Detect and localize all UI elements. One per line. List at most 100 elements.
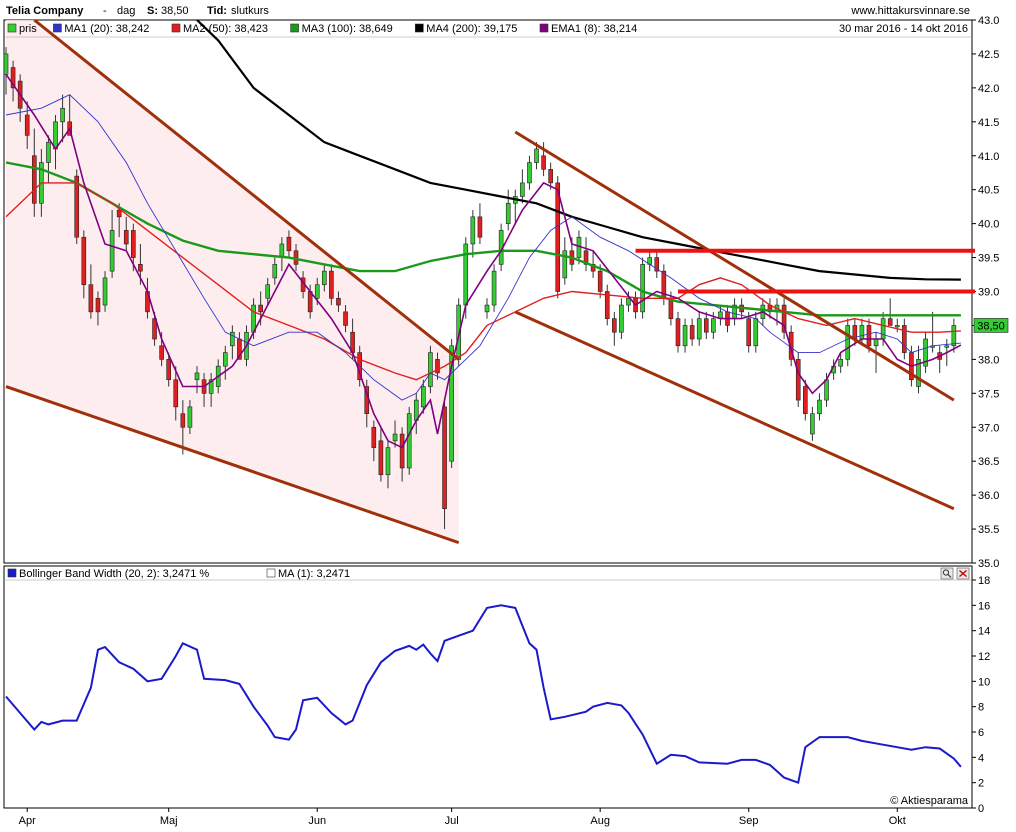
candle-body-55 — [392, 433, 398, 442]
legend-label-1: MA1 (20): 38,242 — [64, 23, 149, 35]
bbw-legend-label-0: Bollinger Band Width (20, 2): 3,2471 % — [19, 568, 209, 580]
y-tick-label-15: 42.5 — [978, 49, 999, 61]
candle-body-110 — [781, 304, 787, 333]
candle-body-62 — [442, 406, 447, 510]
candle-body-99 — [703, 318, 709, 333]
magnifier-lens — [942, 569, 950, 576]
candle-body-11 — [81, 236, 87, 286]
bbw-y-tick-label-3: 6 — [978, 727, 984, 739]
s-label: S: — [147, 5, 158, 17]
candle-body-123 — [873, 338, 879, 347]
bbw-legend-swatch-1 — [266, 568, 276, 578]
candle-body-71 — [505, 202, 511, 224]
candle-body-75 — [534, 148, 539, 163]
bbw-line — [5, 604, 962, 785]
y-tick-label-16: 43.0 — [978, 15, 999, 27]
y-tick-label-14: 42.0 — [978, 83, 999, 95]
candle-body-112 — [795, 359, 801, 401]
candle-body-125 — [887, 318, 893, 326]
bbw-y-tick-label-4: 8 — [978, 702, 984, 714]
bbw-y-tick-label-6: 12 — [978, 651, 990, 663]
candle-body-76 — [541, 155, 546, 170]
candle-body-124 — [880, 318, 886, 340]
s-value: 38,50 — [161, 5, 189, 17]
y-tick-label-13: 41.5 — [978, 117, 999, 129]
candle-body-47 — [336, 297, 341, 306]
candle-body-121 — [859, 325, 865, 340]
bbw-y-tick-label-1: 2 — [978, 778, 984, 790]
candle-body-115 — [817, 399, 822, 414]
candle-body-27 — [194, 372, 200, 381]
close-icon-stroke-b — [959, 569, 967, 578]
candle-body-122 — [866, 325, 872, 347]
header-bar — [0, 0, 1016, 20]
x-tick-label-2: Jun — [308, 815, 326, 827]
y-tick-label-5: 37.5 — [978, 388, 999, 400]
candle-body-14 — [102, 277, 108, 306]
candle-body-84 — [597, 270, 603, 292]
y-tick-label-1: 35.5 — [978, 524, 999, 536]
candle-body-130 — [923, 338, 928, 367]
candle-body-129 — [916, 359, 921, 387]
candle-body-78 — [555, 182, 561, 292]
legend-label-4: MA4 (200): 39,175 — [426, 23, 517, 35]
candle-body-96 — [682, 325, 688, 347]
bbw-legend-swatch-0 — [7, 568, 17, 578]
candle-body-86 — [612, 318, 617, 333]
trendline-3 — [514, 310, 955, 511]
legend-swatch-4 — [414, 23, 424, 33]
x-tick-label-6: Okt — [889, 815, 906, 827]
bbw-y-tick-label-5: 10 — [978, 676, 990, 688]
candle-body-15 — [109, 230, 115, 272]
candle-body-23 — [166, 359, 171, 381]
candle-body-26 — [187, 406, 193, 428]
x-tick-label-1: Maj — [160, 815, 178, 827]
candle-body-87 — [619, 304, 624, 333]
candle-body-92 — [654, 257, 660, 272]
last-price-label: 38,50 — [977, 320, 1005, 332]
candle-body-0 — [3, 53, 9, 75]
candle-body-18 — [131, 230, 136, 258]
candle-body-57 — [406, 413, 412, 469]
legend-label-3: MA3 (100): 38,649 — [302, 23, 393, 35]
bbw-y-tick-label-0: 0 — [978, 803, 984, 815]
candle-body-114 — [810, 413, 815, 435]
candle-body-10 — [74, 175, 80, 238]
candle-body-90 — [640, 264, 645, 313]
legend-swatch-0 — [7, 23, 17, 33]
y-tick-label-0: 35.0 — [978, 558, 999, 570]
candle-body-19 — [138, 264, 143, 272]
site-label: www.hittakursvinnare.se — [850, 5, 970, 17]
bbw-y-tick-label-8: 16 — [978, 600, 990, 612]
candle-body-119 — [845, 325, 851, 360]
candle-body-36 — [258, 304, 263, 313]
candle-body-126 — [894, 325, 900, 328]
candle-body-4 — [31, 155, 37, 204]
bbw-y-tick-label-9: 18 — [978, 575, 990, 587]
candle-body-60 — [428, 352, 433, 387]
candle-body-3 — [24, 114, 30, 136]
candle-body-127 — [902, 325, 907, 353]
candle-body-85 — [604, 291, 610, 319]
candle-body-38 — [272, 264, 278, 279]
candle-body-68 — [484, 304, 490, 313]
candle-body-44 — [314, 284, 320, 299]
candle-body-106 — [753, 318, 759, 347]
candle-body-61 — [435, 359, 440, 374]
y-tick-label-6: 38.0 — [978, 354, 999, 366]
candle-body-32 — [230, 331, 235, 347]
candle-body-45 — [322, 270, 327, 286]
y-tick-label-11: 40.5 — [978, 185, 999, 197]
candle-body-13 — [95, 297, 101, 313]
trendline-1 — [5, 385, 460, 545]
bbw-y-tick-label-2: 4 — [978, 752, 984, 764]
legend-label-0: pris — [19, 23, 37, 35]
date-range: 30 mar 2016 - 14 okt 2016 — [839, 23, 968, 35]
bbw-y-tick-label-7: 14 — [978, 626, 990, 638]
candle-body-43 — [307, 291, 313, 313]
y-tick-label-3: 36.5 — [978, 456, 999, 468]
candle-body-134 — [951, 325, 957, 347]
x-tick-label-4: Aug — [590, 815, 610, 827]
x-tick-label-3: Jul — [445, 815, 459, 827]
candle-body-105 — [746, 318, 752, 347]
